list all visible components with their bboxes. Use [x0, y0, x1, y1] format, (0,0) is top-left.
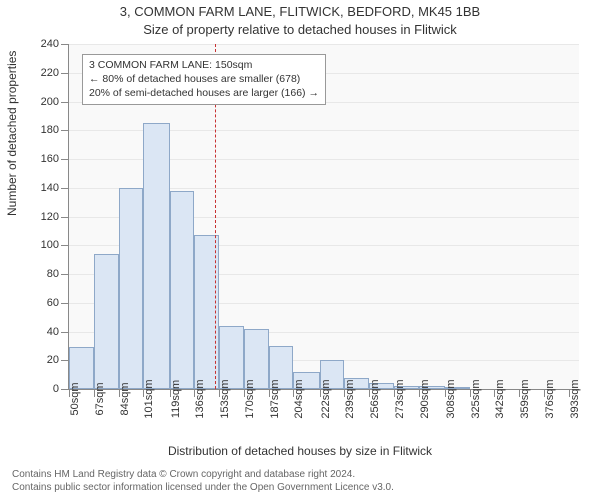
y-tick-label: 240 [41, 38, 59, 50]
y-tick [61, 217, 68, 218]
x-tick-label: 273sqm [394, 379, 406, 418]
histogram-bar [119, 188, 144, 389]
annotation-line-size: 3 COMMON FARM LANE: 150sqm [89, 58, 319, 72]
annotation-line-larger: 20% of semi-detached houses are larger (… [89, 86, 319, 100]
y-tick-label: 0 [53, 383, 59, 395]
x-tick-label: 153sqm [219, 379, 231, 418]
y-tick [61, 274, 68, 275]
x-tick-label: 101sqm [143, 379, 155, 418]
x-tick-label: 393sqm [569, 379, 581, 418]
x-tick-label: 376sqm [544, 379, 556, 418]
x-tick-label: 290sqm [419, 379, 431, 418]
chart-container: { "chart": { "type": "histogram", "title… [0, 0, 600, 500]
x-tick-label: 359sqm [519, 379, 531, 418]
y-tick-label: 40 [47, 326, 59, 338]
y-tick-label: 140 [41, 182, 59, 194]
x-tick-label: 204sqm [293, 379, 305, 418]
y-tick [61, 188, 68, 189]
gridline-h [69, 44, 579, 45]
x-tick-label: 170sqm [244, 379, 256, 418]
y-tick-label: 160 [41, 153, 59, 165]
annotation-line-smaller: ← 80% of detached houses are smaller (67… [89, 72, 319, 86]
histogram-bar [143, 123, 169, 389]
chart-title-address: 3, COMMON FARM LANE, FLITWICK, BEDFORD, … [0, 4, 600, 19]
x-tick-label: 136sqm [194, 379, 206, 418]
y-tick [61, 332, 68, 333]
footer-line-2: Contains public sector information licen… [12, 482, 394, 495]
x-tick-label: 119sqm [170, 380, 182, 418]
annotation-box: 3 COMMON FARM LANE: 150sqm ← 80% of deta… [82, 54, 326, 105]
y-tick-label: 20 [47, 354, 59, 366]
y-tick-label: 100 [41, 239, 59, 251]
y-axis-label: Number of detached properties [5, 51, 19, 216]
chart-title-subtitle: Size of property relative to detached ho… [0, 22, 600, 37]
y-tick-label: 200 [41, 96, 59, 108]
histogram-bar [170, 191, 195, 389]
x-tick-label: 67sqm [94, 382, 106, 415]
x-tick-label: 187sqm [269, 379, 281, 418]
y-tick [61, 159, 68, 160]
y-tick-label: 220 [41, 67, 59, 79]
x-tick-label: 222sqm [320, 379, 332, 418]
x-tick-label: 239sqm [344, 379, 356, 418]
x-axis-label: Distribution of detached houses by size … [0, 444, 600, 458]
y-tick-label: 120 [41, 211, 59, 223]
y-tick-label: 80 [47, 268, 59, 280]
x-tick-label: 308sqm [445, 379, 457, 418]
histogram-bar [94, 254, 119, 389]
y-tick [61, 44, 68, 45]
y-tick [61, 360, 68, 361]
y-tick [61, 245, 68, 246]
x-tick-label: 325sqm [470, 379, 482, 418]
y-tick [61, 102, 68, 103]
x-tick-label: 84sqm [119, 382, 131, 415]
x-tick-label: 342sqm [494, 379, 506, 418]
y-tick [61, 73, 68, 74]
y-tick [61, 303, 68, 304]
y-tick-label: 180 [41, 124, 59, 136]
y-tick [61, 389, 68, 390]
y-tick [61, 130, 68, 131]
footer-line-1: Contains HM Land Registry data © Crown c… [12, 469, 394, 482]
footer-attribution: Contains HM Land Registry data © Crown c… [12, 469, 394, 494]
y-tick-label: 60 [47, 297, 59, 309]
x-tick-label: 256sqm [369, 379, 381, 418]
x-tick-label: 50sqm [69, 382, 81, 415]
